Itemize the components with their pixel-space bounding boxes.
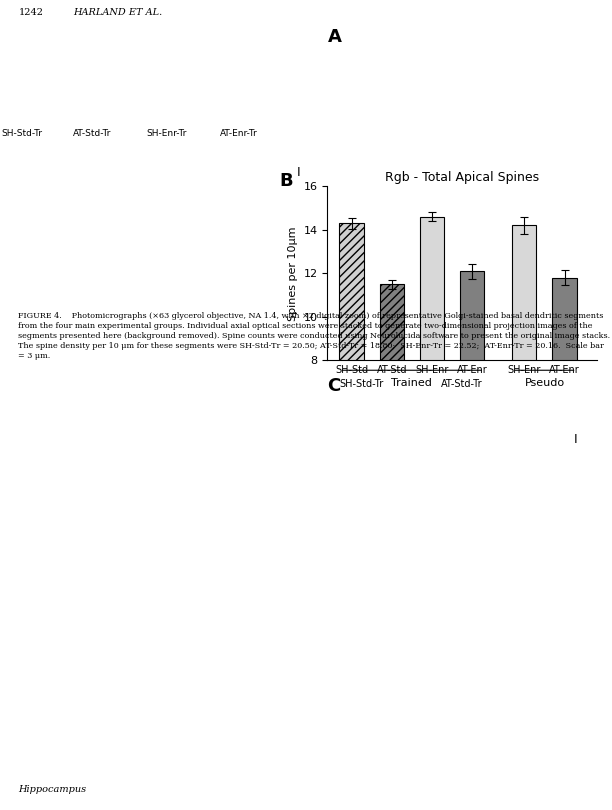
Text: AT-Enr-Tr: AT-Enr-Tr <box>220 129 258 138</box>
Text: I: I <box>573 433 577 446</box>
Text: Pseudo: Pseudo <box>524 377 564 388</box>
Title: Rgb - Total Apical Spines: Rgb - Total Apical Spines <box>385 171 539 184</box>
Bar <box>553 278 577 535</box>
Bar <box>420 217 444 535</box>
Y-axis label: Spines per 10μm: Spines per 10μm <box>288 226 298 321</box>
Text: C: C <box>327 377 341 394</box>
Text: 1242: 1242 <box>18 8 43 17</box>
Bar <box>512 225 536 535</box>
Text: Trained: Trained <box>392 377 432 388</box>
Text: FIGURE 4.    Photomicrographs (×63 glycerol objective, NA 1.4, with ×2 digital z: FIGURE 4. Photomicrographs (×63 glycerol… <box>18 312 611 360</box>
Bar <box>379 284 404 535</box>
Text: AT-Std-Tr: AT-Std-Tr <box>441 379 482 389</box>
Bar <box>340 224 364 535</box>
Text: SH-Std-Tr: SH-Std-Tr <box>340 379 384 389</box>
Text: SH-Enr-Tr: SH-Enr-Tr <box>146 129 187 138</box>
Text: I: I <box>297 166 300 179</box>
Text: B: B <box>279 173 293 190</box>
Text: HARLAND ET AL.: HARLAND ET AL. <box>73 8 163 17</box>
Text: Hippocampus: Hippocampus <box>18 785 86 794</box>
Text: A: A <box>327 28 341 46</box>
Bar <box>460 271 484 535</box>
Text: AT-Std-Tr: AT-Std-Tr <box>73 129 111 138</box>
Text: SH-Std-Tr: SH-Std-Tr <box>1 129 42 138</box>
